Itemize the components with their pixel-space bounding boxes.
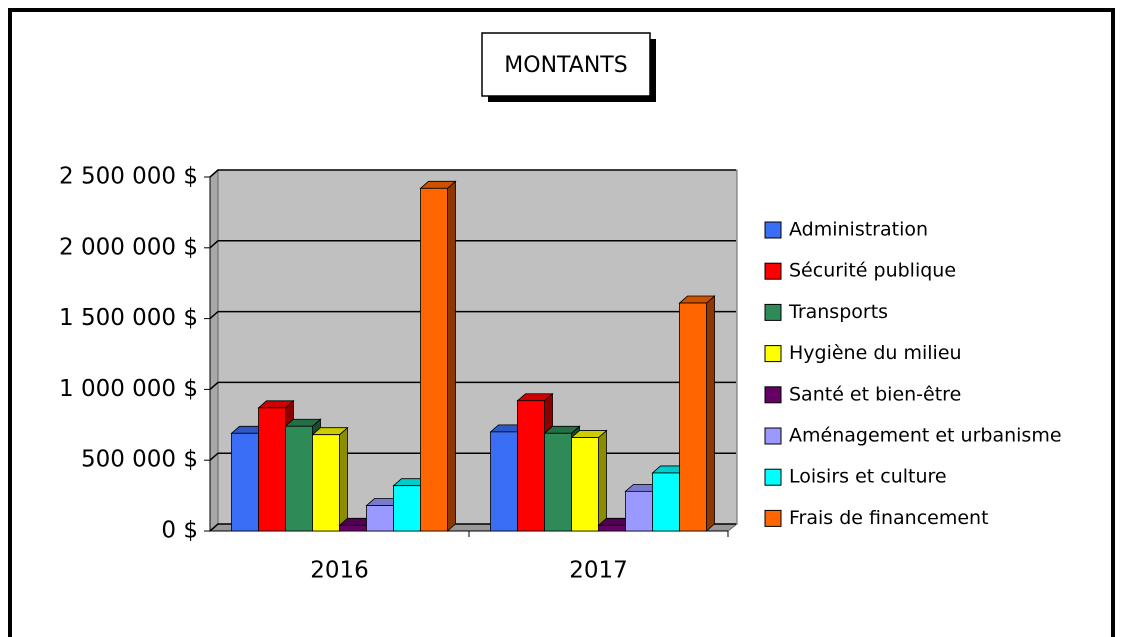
- grid-line: [209, 310, 736, 320]
- bar-side: [706, 295, 715, 532]
- title-box: [481, 32, 651, 97]
- bar: [420, 187, 448, 532]
- bar: [366, 505, 394, 532]
- legend-swatch: [764, 221, 782, 239]
- bar: [490, 431, 518, 532]
- bar-side: [339, 426, 348, 532]
- legend-label: Aménagement et urbanisme: [789, 425, 1062, 447]
- bar-side: [598, 429, 607, 532]
- frame: [8, 8, 1115, 637]
- y-tick-label: 0 $: [161, 518, 198, 544]
- legend-swatch: [764, 303, 782, 321]
- bar: [231, 432, 259, 532]
- side-wall: [209, 168, 219, 533]
- legend-swatch: [764, 509, 782, 527]
- bar: [393, 485, 421, 532]
- bar: [571, 437, 599, 532]
- legend-label: Transports: [788, 301, 888, 323]
- y-tick-label: 500 000 $: [81, 447, 198, 473]
- y-tick-label: 1 000 000 $: [59, 376, 198, 402]
- bar: [652, 472, 680, 532]
- y-tick-label: 1 500 000 $: [59, 305, 198, 331]
- grid-line: [209, 169, 736, 178]
- x-tick-label: 2016: [310, 558, 369, 584]
- bar: [339, 524, 367, 532]
- grid-line: [209, 381, 736, 390]
- y-tick-label: 2 000 000 $: [59, 234, 198, 260]
- legend-swatch: [764, 345, 782, 363]
- chart-title: MONTANTS: [504, 53, 627, 78]
- bar: [312, 434, 340, 532]
- legend-label: Sécurité publique: [789, 260, 956, 282]
- x-tick-label: 2017: [569, 558, 628, 584]
- bar: [679, 302, 707, 532]
- bar: [544, 432, 572, 532]
- bar: [285, 425, 313, 532]
- grid-line: [209, 240, 736, 249]
- legend-label: Frais de financement: [789, 507, 989, 529]
- legend-label: Loisirs et culture: [789, 466, 947, 488]
- y-tick-label: 2 500 000 $: [59, 164, 198, 190]
- bar: [258, 407, 286, 532]
- bar-side: [447, 180, 456, 532]
- legend-swatch: [764, 468, 782, 486]
- bar: [598, 524, 626, 532]
- legend-swatch: [764, 262, 782, 280]
- legend-swatch: [764, 386, 782, 404]
- legend-label: Administration: [789, 219, 928, 241]
- legend-label: Hygiène du milieu: [789, 342, 962, 364]
- legend-label: Santé et bien-être: [789, 383, 961, 405]
- bar: [625, 490, 653, 532]
- bar: [517, 400, 545, 532]
- legend-swatch: [764, 427, 782, 445]
